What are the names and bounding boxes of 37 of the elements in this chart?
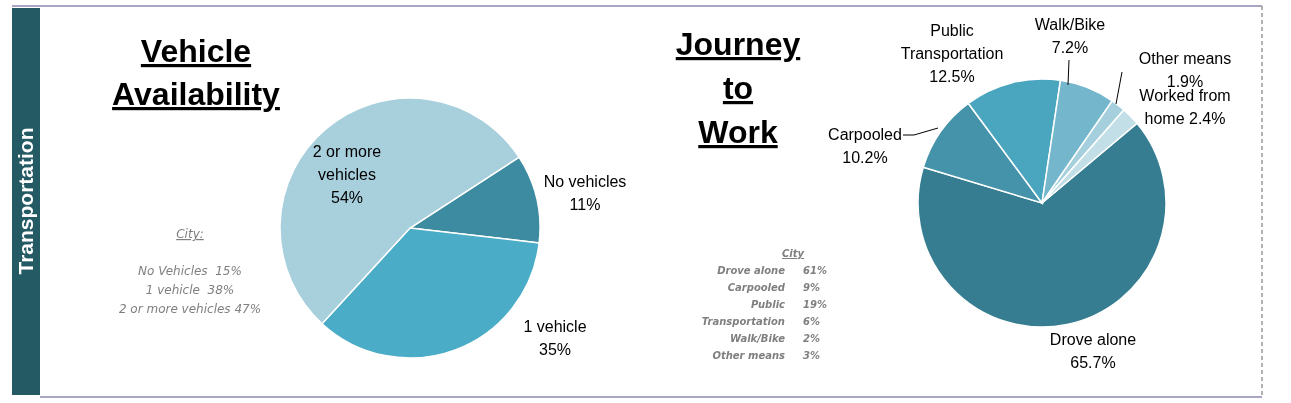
text: City [781, 248, 805, 259]
slice-label: Worked from home 2.4% [1139, 87, 1231, 127]
slice-label: 2 or more vehicles [312, 143, 382, 183]
text: 9% [803, 282, 820, 293]
text: City: [176, 227, 204, 241]
data-label: 10.2% [842, 149, 888, 166]
text: No Vehicles 15% [138, 264, 242, 278]
data-label: 11% [569, 196, 601, 213]
text: 2 or more vehicles 47% [118, 302, 262, 316]
text: Walk/Bike [730, 333, 786, 344]
data-label: 1.9% [1166, 73, 1204, 90]
text: Public [750, 299, 786, 310]
text: Transportation [14, 127, 37, 275]
slice-label: Carpooled [828, 126, 902, 143]
text: 2% [803, 333, 820, 344]
slice-label: Drove alone [1049, 331, 1137, 348]
slice-label: Walk/Bike [1034, 16, 1106, 33]
text: Other means [712, 350, 786, 361]
chart-title: Vehicle Availability [112, 33, 281, 112]
text: 3% [803, 350, 820, 361]
text: Transportation [701, 316, 785, 327]
text: Drove alone [717, 265, 786, 276]
text: 61% [803, 265, 827, 276]
data-label: 12.5% [929, 68, 975, 85]
data-label: 7.2% [1051, 39, 1089, 56]
slice-label: 1 vehicle [523, 318, 587, 335]
slice-label: Other means [1138, 50, 1232, 67]
data-label: 54% [330, 189, 364, 206]
text: Carpooled [727, 282, 786, 293]
text: 19% [803, 299, 827, 310]
data-label: 35% [538, 341, 572, 358]
text: Journey to Work [675, 26, 801, 150]
slice-label: No vehicles [543, 173, 627, 190]
text: 6% [803, 316, 820, 327]
slice-label: Public Transportation [900, 22, 1004, 62]
text: 1 vehicle 38% [145, 283, 235, 297]
data-label: 65.7% [1070, 354, 1116, 371]
